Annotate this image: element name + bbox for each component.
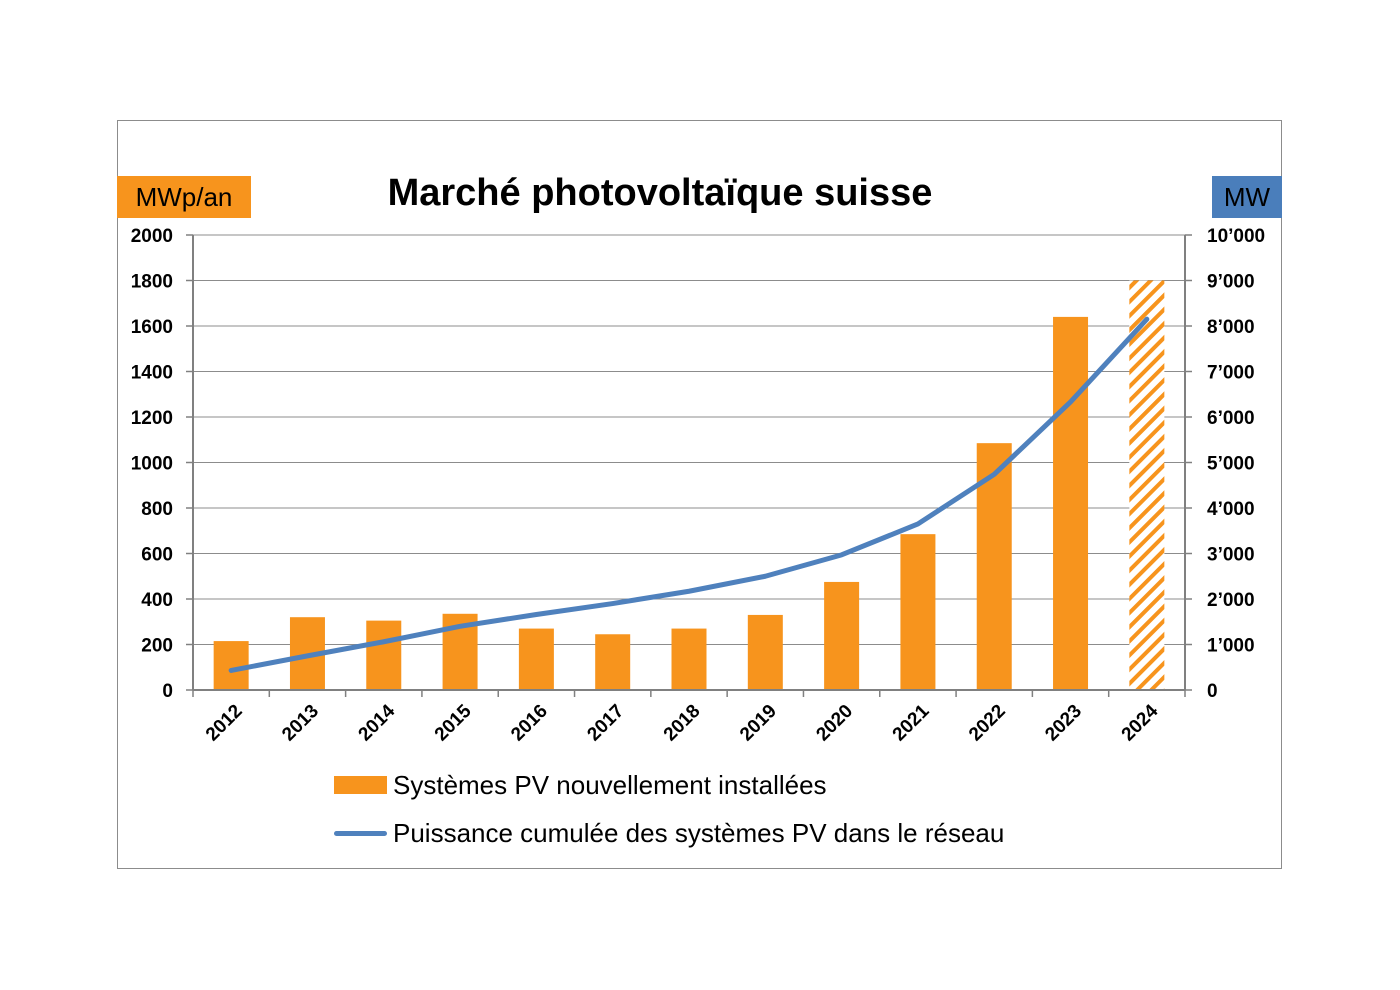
chart-frame <box>117 120 1282 869</box>
x-axis-tick-label: 2021 <box>889 700 934 745</box>
right-axis-tick-label: 8’000 <box>1207 317 1255 338</box>
x-axis-tick-label: 2013 <box>278 701 323 746</box>
legend-bar-swatch <box>334 776 387 794</box>
right-axis-tick-label: 10’000 <box>1207 226 1265 247</box>
left-axis-unit-label: MWp/an <box>117 176 251 218</box>
left-axis-tick-label: 400 <box>141 590 173 611</box>
x-axis-tick-label: 2016 <box>507 701 552 746</box>
x-axis-tick-label: 2019 <box>736 701 781 746</box>
x-axis-tick-label: 2023 <box>1041 701 1086 746</box>
right-axis-tick-label: 9’000 <box>1207 272 1255 293</box>
left-axis-tick-label: 1400 <box>131 363 173 384</box>
right-axis-tick-label: 5’000 <box>1207 454 1255 475</box>
right-axis-tick-label: 1’000 <box>1207 636 1255 657</box>
x-axis-tick-label: 2020 <box>812 701 857 746</box>
left-axis-tick-label: 200 <box>141 636 173 657</box>
left-axis-tick-label: 600 <box>141 545 173 566</box>
left-axis-tick-label: 1600 <box>131 317 173 338</box>
x-axis-tick-label: 2014 <box>355 700 400 745</box>
left-axis-tick-label: 800 <box>141 499 173 520</box>
right-axis-unit-label: MW <box>1212 176 1282 218</box>
x-axis-tick-label: 2024 <box>1118 700 1163 745</box>
right-axis-tick-label: 4’000 <box>1207 499 1255 520</box>
bar <box>747 614 783 690</box>
bar-projected <box>1129 280 1165 690</box>
bar <box>671 628 707 690</box>
right-axis-tick-label: 6’000 <box>1207 408 1255 429</box>
left-axis-tick-label: 1800 <box>131 272 173 293</box>
right-axis-tick-label: 7’000 <box>1207 363 1255 384</box>
left-axis-tick-label: 0 <box>162 681 173 702</box>
right-axis-tick-label: 2’000 <box>1207 590 1255 611</box>
bar <box>518 628 554 690</box>
x-axis-tick-label: 2012 <box>202 701 247 746</box>
left-axis-tick-label: 1000 <box>131 454 173 475</box>
bar <box>824 581 860 690</box>
bar <box>900 534 936 690</box>
left-axis-tick-label: 2000 <box>131 226 173 247</box>
legend-item-bars: Systèmes PV nouvellement installées <box>334 770 827 800</box>
left-axis-tick-label: 1200 <box>131 408 173 429</box>
x-axis-tick-label: 2018 <box>660 701 705 746</box>
chart-title: Marché photovoltaïque suisse <box>387 172 933 214</box>
right-axis-tick-label: 3’000 <box>1207 545 1255 566</box>
x-axis-tick-label: 2015 <box>431 700 476 745</box>
legend-line-label: Puissance cumulée des systèmes PV dans l… <box>393 817 1005 848</box>
x-axis-tick-label: 2017 <box>583 701 628 746</box>
bar <box>1053 316 1089 690</box>
x-axis-tick-label: 2022 <box>965 701 1010 746</box>
legend-line-swatch <box>334 830 387 836</box>
bar <box>366 620 402 690</box>
bar <box>595 634 631 690</box>
right-axis-tick-label: 0 <box>1207 681 1218 702</box>
bar <box>213 641 249 690</box>
legend-item-line: Puissance cumulée des systèmes PV dans l… <box>334 818 1004 848</box>
legend-bars-label: Systèmes PV nouvellement installées <box>393 769 827 800</box>
